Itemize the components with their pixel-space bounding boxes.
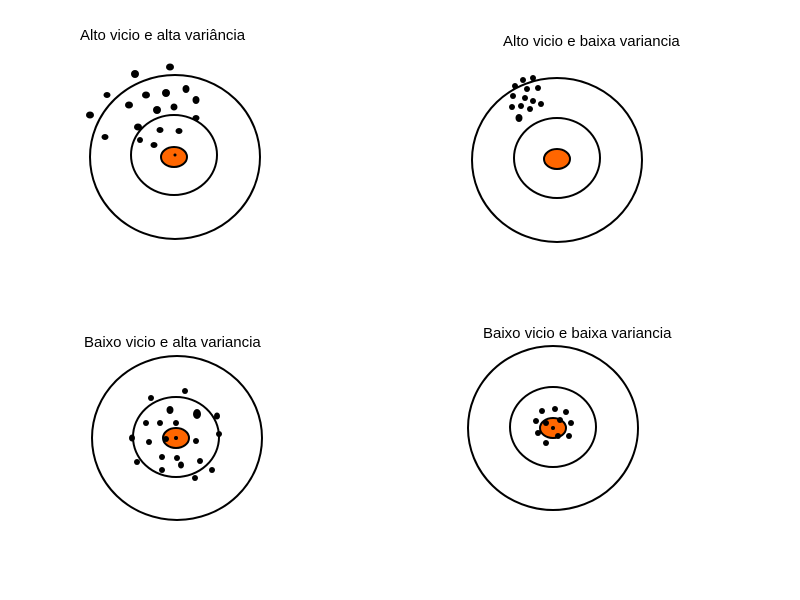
shot-point (192, 475, 198, 481)
shot-point (518, 103, 524, 109)
inner-ring (509, 386, 597, 468)
shot-point (522, 95, 528, 101)
shot-point (535, 85, 541, 91)
shot-point (543, 420, 549, 426)
target-high-bias-high-variance (86, 63, 261, 240)
shot-point (566, 433, 572, 439)
shot-point (146, 439, 152, 445)
shot-point (530, 98, 536, 104)
panel-title-high-bias-low-variance: Alto vicio e baixa variancia (503, 33, 680, 50)
shot-point (173, 153, 177, 157)
shot-point (520, 77, 526, 83)
shot-point (157, 420, 163, 426)
shot-point (530, 75, 536, 81)
shot-cluster (129, 388, 222, 481)
shot-point (131, 70, 139, 78)
shot-point (509, 104, 515, 110)
shot-point (197, 458, 203, 464)
shot-point (182, 388, 188, 394)
shot-point (150, 142, 158, 148)
outer-ring (91, 355, 263, 521)
shot-point (535, 430, 541, 436)
shot-cluster (533, 406, 574, 446)
outer-ring (89, 74, 261, 240)
shot-point (538, 101, 544, 107)
shot-point (182, 85, 190, 93)
shot-point (134, 123, 142, 131)
shot-point (175, 128, 183, 134)
shot-cluster (86, 63, 200, 157)
shot-point (568, 420, 574, 426)
shot-point (134, 459, 140, 465)
shot-point (170, 103, 178, 111)
shot-point (143, 420, 149, 426)
shot-point (527, 106, 533, 112)
shot-point (192, 115, 200, 121)
target-high-bias-low-variance (471, 75, 643, 243)
shot-point (163, 436, 169, 442)
shot-point (159, 454, 165, 460)
shot-point (543, 440, 549, 446)
outer-ring (467, 345, 639, 511)
shot-point (193, 438, 199, 444)
outer-ring (471, 77, 643, 243)
shot-point (192, 96, 200, 104)
shot-point (166, 63, 174, 71)
shot-point (137, 137, 143, 143)
shot-point (153, 106, 161, 114)
shot-point (552, 406, 558, 412)
shot-point (209, 467, 215, 473)
shot-point (174, 455, 180, 461)
shot-point (216, 431, 222, 437)
shot-point (173, 420, 179, 426)
shot-point (555, 433, 561, 439)
target-low-bias-high-variance (91, 355, 263, 521)
shot-point (148, 395, 154, 401)
inner-ring (513, 117, 601, 199)
shot-point (539, 408, 545, 414)
shot-point (557, 417, 563, 423)
shot-point (142, 91, 150, 99)
shot-point (563, 409, 569, 415)
shot-point (166, 406, 174, 414)
shot-point (162, 89, 170, 97)
shot-point (125, 101, 133, 109)
target-low-bias-low-variance (467, 345, 639, 511)
shot-point (178, 461, 184, 469)
shot-point (551, 426, 555, 430)
shot-cluster (509, 75, 544, 122)
shot-point (193, 409, 201, 419)
inner-ring (130, 114, 218, 196)
shot-point (129, 434, 135, 442)
shot-point (156, 127, 164, 133)
shot-point (101, 134, 109, 140)
bullseye (543, 148, 571, 170)
shot-point (515, 114, 523, 122)
shot-point (214, 412, 220, 420)
panel-title-low-bias-low-variance: Baixo vicio e baixa variancia (483, 325, 672, 342)
bullseye (160, 146, 188, 168)
shot-point (524, 86, 530, 92)
shot-point (103, 92, 111, 98)
shot-point (159, 467, 165, 473)
panel-title-high-bias-high-variance: Alto vicio e alta variância (80, 27, 246, 44)
shot-point (533, 418, 539, 424)
shot-point (510, 93, 516, 99)
panel-title-low-bias-high-variance: Baixo vicio e alta variancia (84, 334, 261, 351)
shot-point (512, 83, 518, 89)
shot-point (174, 436, 178, 440)
shot-point (86, 111, 94, 119)
